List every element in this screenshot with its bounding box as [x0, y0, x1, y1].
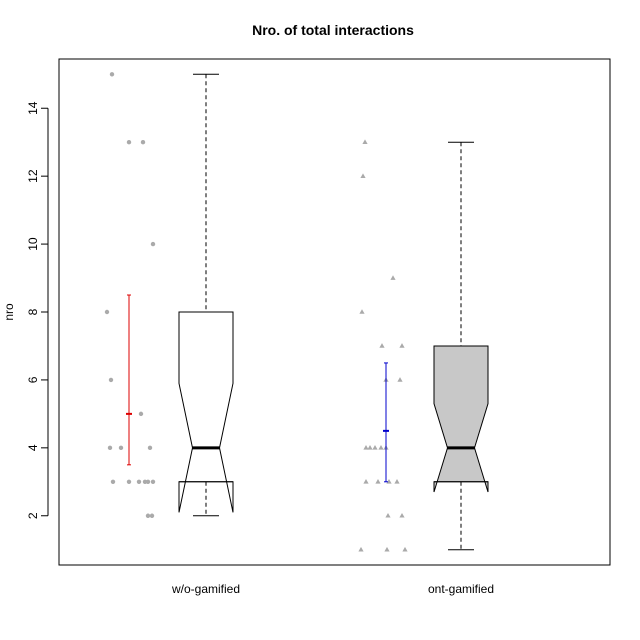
data-point [104, 309, 110, 315]
plot-frame [58, 58, 611, 566]
data-point [363, 445, 369, 450]
data-point [150, 479, 156, 484]
data-point [390, 275, 396, 280]
data-point [386, 478, 392, 484]
data-point [147, 445, 153, 451]
data-point [399, 343, 405, 348]
x-axis: w/o-gamified ont-gamified [171, 582, 494, 596]
data-point [372, 445, 378, 450]
chart-title: Nro. of total interactions [252, 22, 414, 38]
data-point [384, 546, 390, 552]
data-point [360, 173, 366, 178]
data-point [367, 445, 373, 450]
data-point [140, 140, 146, 145]
data-point [358, 546, 364, 552]
y-tick-label: 2 [26, 512, 40, 519]
data-point [109, 72, 115, 77]
data-point [150, 241, 156, 247]
boxes [178, 73, 489, 551]
y-tick-label: 10 [26, 237, 40, 251]
data-point [126, 479, 132, 484]
data-point [399, 512, 405, 518]
data-point [126, 140, 132, 145]
data-point [402, 546, 408, 552]
data-point [397, 377, 403, 382]
y-tick-label: 6 [26, 376, 40, 383]
data-point [108, 377, 114, 383]
data-point [362, 139, 368, 145]
data-point [110, 479, 116, 484]
data-points [104, 72, 408, 552]
y-axis: 2 4 6 8 10 12 14 [26, 101, 49, 519]
data-point [379, 343, 385, 348]
interval-bars [126, 294, 389, 483]
data-point [118, 445, 124, 451]
data-point [107, 445, 113, 451]
data-point [136, 479, 142, 484]
x-tick-label: w/o-gamified [171, 582, 240, 596]
y-axis-label: nro [2, 303, 16, 321]
data-point [375, 478, 381, 484]
data-point [145, 479, 151, 484]
data-point [394, 478, 400, 484]
x-tick-label: ont-gamified [428, 582, 494, 596]
y-tick-label: 14 [26, 101, 40, 115]
data-point [385, 512, 391, 518]
data-point [359, 309, 365, 314]
data-point [363, 478, 369, 484]
data-point [149, 513, 155, 518]
data-point [145, 513, 151, 518]
y-tick-label: 8 [26, 308, 40, 315]
box [433, 345, 489, 493]
data-point [138, 411, 144, 417]
y-tick-label: 4 [26, 444, 40, 451]
data-point [378, 445, 384, 450]
y-tick-label: 12 [26, 169, 40, 183]
